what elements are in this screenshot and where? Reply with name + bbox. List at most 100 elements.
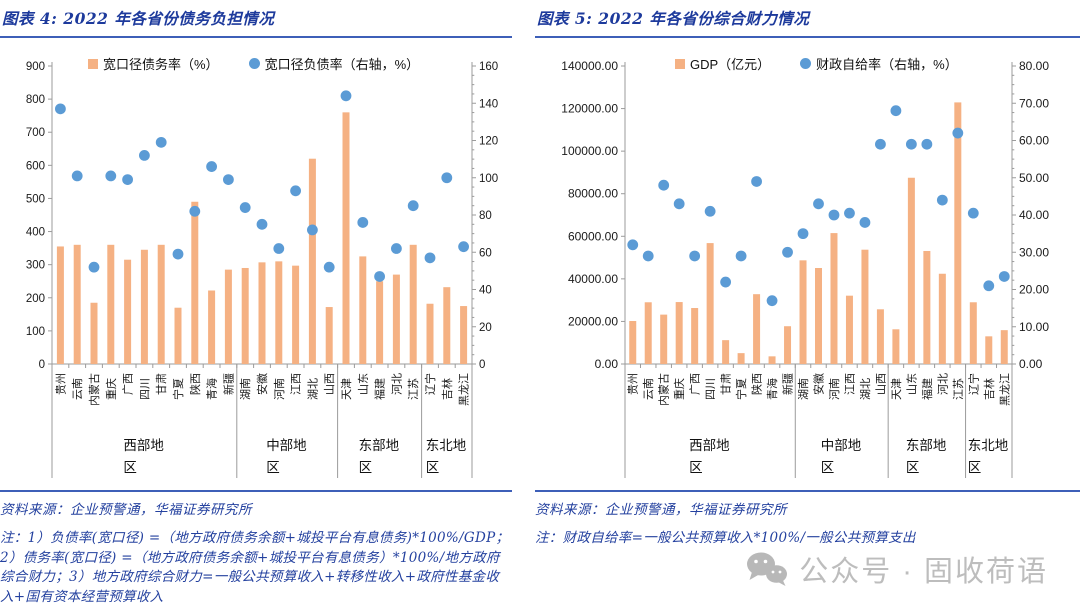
panel-fiscal-strength: 图表 5: 2022 年各省份综合财力情况 0.00 20000.00 40000.… [535,0,1080,607]
scatter-dot [673,198,685,210]
bar [275,261,283,364]
chart5-source: 资料来源：企业预警通，华福证券研究所 [535,502,787,518]
scatter-dot [766,295,778,307]
bar [140,249,148,364]
category-ticks [624,364,1013,368]
bar [241,267,249,364]
scatter-dot [206,161,218,172]
bar [359,256,367,364]
svg-text:山东: 山东 [357,373,370,395]
bar [815,268,822,364]
svg-text:东北地区: 东北地区 [968,438,1009,475]
bar-series [629,102,1008,365]
legend-label: 宽口径负债率（右轴，%） [264,57,420,72]
right-axis-ticks: 0.00 10.00 20.00 30.00 40.00 50.00 60.00 70.00 8… [1012,59,1049,371]
chart5-plot-area: 0.00 20000.00 40000.00 60000.00 80000.00 1000… [535,38,1080,489]
bar [923,250,931,364]
scatter-dot [172,248,184,260]
svg-text:湖北: 湖北 [859,378,872,400]
bar [460,306,468,364]
chart4-plot-area: 0 100 200 300 400 500 600 700 800 900 0 20 40 60 80 100… [0,38,512,489]
svg-text:600: 600 [26,160,45,172]
scatter-dot [782,246,793,258]
bar [292,265,300,364]
svg-text:20: 20 [479,322,492,334]
svg-text:甘肃: 甘肃 [720,373,733,395]
watermark-text: 公众号 · 固收荷语 [799,556,1048,588]
bar [954,102,962,365]
svg-text:甘肃: 甘肃 [155,373,168,395]
svg-text:500: 500 [26,193,45,205]
scatter-dot [323,261,335,273]
svg-text:60: 60 [479,247,492,259]
bar [342,112,350,364]
svg-text:40: 40 [479,285,492,297]
bar [1000,330,1008,364]
scatter-dot [374,271,385,282]
bar [107,244,115,364]
svg-text:200: 200 [26,293,45,305]
bar [376,281,384,364]
svg-text:广西: 广西 [689,373,702,395]
scatter-dot [273,243,285,254]
scatter-dot [105,170,117,182]
svg-text:河南: 河南 [828,378,841,400]
svg-text:天津: 天津 [890,378,903,400]
bar [644,302,652,364]
bar [845,295,853,364]
svg-text:20000.00: 20000.00 [568,314,618,328]
scatter-dot [407,200,419,212]
legend-item-dot: 财政自给率（右轴，%） [800,54,958,73]
panel-debt-burden: 图表 4: 2022 年各省份债务负担情况 0 100 200 300 400 500 60… [0,0,512,607]
group-separators [624,364,1013,478]
scatter-dot [88,261,100,273]
bar [174,307,182,364]
svg-text:160: 160 [479,61,498,73]
chart5-bottom-rule [535,490,1080,492]
svg-text:中部地区: 中部地区 [821,438,862,475]
chart4-title: 图表 4: 2022 年各省份债务负担情况 [2,9,275,28]
scatter-dot [357,217,369,228]
svg-text:20.00: 20.00 [1019,283,1049,297]
svg-text:300: 300 [26,260,45,272]
category-labels: 贵州 云南 内蒙古 重庆 广西 四川 甘肃 宁夏 陕西 青海 新疆 湖南 安徽 河南 江西 湖北 山西 天津 山东福… [627,373,1012,406]
svg-text:70.00: 70.00 [1019,96,1049,110]
svg-text:福建: 福建 [373,378,387,400]
category-ticks [51,364,473,368]
svg-text:河南: 河南 [273,378,286,400]
scatter-dot [139,150,150,161]
legend-item-bar: 宽口径债务率（%） [88,54,219,73]
svg-text:0: 0 [39,359,45,371]
svg-text:60.00: 60.00 [1019,134,1049,148]
bar [737,353,745,364]
bar [768,356,776,364]
svg-text:东北地区: 东北地区 [426,438,467,475]
svg-text:西部地区: 西部地区 [123,438,164,475]
scatter-dot [998,271,1010,282]
chart4-title-rule [0,36,512,38]
bar-swatch-icon [88,58,98,69]
svg-text:西部地区: 西部地区 [689,438,730,475]
svg-text:天津: 天津 [340,378,353,400]
svg-text:0.00: 0.00 [595,357,619,371]
scatter-dot [890,105,902,117]
bar [73,244,81,364]
svg-text:10.00: 10.00 [1019,320,1049,334]
svg-text:广西: 广西 [122,373,135,395]
bar [799,260,807,364]
legend-label: 宽口径债务率（%） [103,57,219,72]
scatter-dot [424,252,436,264]
scatter-dot [751,176,762,187]
svg-text:山东: 山东 [905,373,918,395]
scatter-series [627,105,1010,307]
bar-series [56,112,468,364]
scatter-dot [256,218,268,230]
legend-item-dot: 宽口径负债率（右轴，%） [248,54,420,73]
scatter-dot [223,174,234,186]
bar [691,308,699,364]
svg-text:湖南: 湖南 [239,378,252,400]
dot-swatch-icon [800,58,812,69]
svg-text:湖北: 湖北 [306,378,319,400]
